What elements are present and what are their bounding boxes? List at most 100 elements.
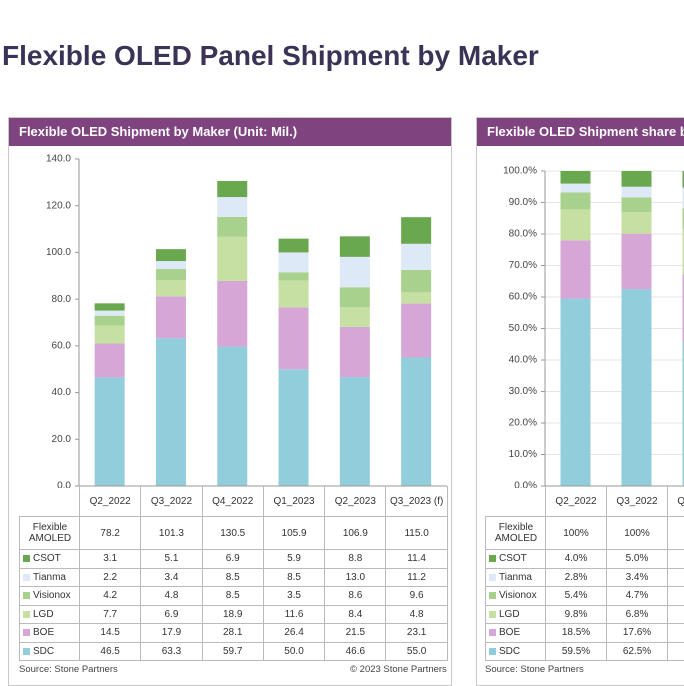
value-label: 3.1: [80, 550, 141, 569]
y-tick-label: 140.0: [46, 154, 71, 165]
bar-segment: [217, 237, 247, 281]
y-tick-label: 90.0%: [509, 197, 537, 208]
bar-segment: [340, 307, 370, 327]
y-tick-label: 80.0%: [509, 229, 537, 240]
chart-panel: Flexible OLED Shipment by Maker (Unit: M…: [8, 117, 452, 686]
bar-segment: [340, 287, 370, 307]
legend-label: CSOT: [33, 553, 61, 564]
bar-segment: [622, 197, 652, 212]
value-label: 3.5: [263, 587, 324, 606]
bar-segment: [156, 269, 186, 280]
bar-segment: [561, 171, 591, 184]
row-label: Flexible AMOLED: [20, 517, 80, 550]
total-value: 78.2: [80, 517, 141, 550]
value-label: 3.4: [141, 568, 202, 587]
value-label: 9.6: [386, 587, 447, 606]
x-tick-label: Q2_2023: [325, 486, 386, 517]
x-tick-label: Q1_2023: [263, 486, 324, 517]
value-label: 8.5: [263, 568, 324, 587]
bar-segment: [95, 377, 125, 486]
legend-entry: LGD: [20, 605, 80, 624]
legend-label: Tianma: [499, 572, 532, 583]
row-label: Flexible AMOLED: [486, 517, 546, 550]
bar-segment: [561, 240, 591, 298]
value-label: 18.9: [202, 605, 263, 624]
legend-label: Visionox: [33, 590, 71, 601]
value-label: 11.2: [386, 568, 447, 587]
bar-segment: [95, 344, 125, 378]
legend-label: CSOT: [499, 553, 527, 564]
value-label: 59.5%: [546, 642, 607, 661]
legend-label: LGD: [499, 609, 520, 620]
legend-swatch: [23, 592, 30, 599]
bar-segment: [217, 181, 247, 197]
copyright: © 2023 Stone Partners: [347, 664, 447, 675]
value-label: 8.8: [325, 550, 386, 569]
bar-segment: [217, 197, 247, 217]
value-label: 8.4: [325, 605, 386, 624]
x-tick-label: Q3_2022: [141, 486, 202, 517]
bar-segment: [340, 377, 370, 486]
source: Source: Stone Partners: [485, 664, 584, 675]
legend-entry: CSOT: [20, 550, 80, 569]
value-label: 17.9: [141, 624, 202, 643]
legend-label: Tianma: [33, 572, 66, 583]
legend-swatch: [23, 648, 30, 655]
legend-label: LGD: [33, 609, 54, 620]
bar-segment: [561, 299, 591, 486]
value-label: 21.5: [325, 624, 386, 643]
bar-segment: [622, 212, 652, 233]
value-label: 11.6: [263, 605, 324, 624]
x-tick-label: Q2_2022: [80, 486, 141, 517]
total-value: 100%: [668, 517, 684, 550]
y-tick-label: 40.0%: [509, 355, 537, 366]
bar-segment: [95, 316, 125, 326]
y-tick-label: 100.0: [46, 247, 71, 258]
total-value: 130.5: [202, 517, 263, 550]
y-tick-label: 60.0%: [509, 292, 537, 303]
total-value: 101.3: [141, 517, 202, 550]
value-label: 8.5: [202, 568, 263, 587]
value-label: 4.8: [386, 605, 447, 624]
value-label: 62.5%: [607, 642, 668, 661]
value-label: 26.4: [263, 624, 324, 643]
legend-entry: SDC: [20, 642, 80, 661]
y-tick-label: 50.0%: [509, 323, 537, 334]
bar-segment: [622, 171, 652, 187]
y-tick-label: 70.0%: [509, 260, 537, 271]
x-tick-label: Q3_2022: [607, 486, 668, 517]
chart-panel: Flexible OLED Shipment share by Maker0.0…: [476, 117, 684, 686]
x-tick-label: Q2_2022: [546, 486, 607, 517]
y-tick-label: 60.0: [52, 340, 72, 351]
value-label: 6.9: [202, 550, 263, 569]
legend-swatch: [489, 648, 496, 655]
total-value: 100%: [546, 517, 607, 550]
y-tick-label: 120.0: [46, 200, 71, 211]
bar-segment: [622, 289, 652, 486]
bar-segment: [401, 304, 431, 358]
total-value: 100%: [607, 517, 668, 550]
value-label: 6.5%: [668, 568, 684, 587]
value-label: 7.7: [80, 605, 141, 624]
value-label: 5.1: [141, 550, 202, 569]
bar-segment: [156, 338, 186, 486]
value-label: 18.5%: [546, 624, 607, 643]
value-label: 3.4%: [607, 568, 668, 587]
legend-entry: Visionox: [486, 587, 546, 606]
bar-segment: [401, 292, 431, 303]
value-label: 4.8: [141, 587, 202, 606]
bar-segment: [156, 249, 186, 261]
bar-segment: [156, 296, 186, 338]
value-label: 45.7%: [668, 642, 684, 661]
